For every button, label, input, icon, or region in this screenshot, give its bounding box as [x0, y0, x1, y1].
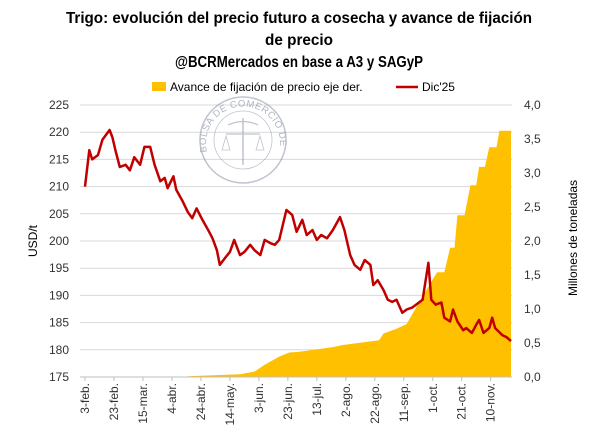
y-tick-label: 200	[49, 234, 69, 248]
y-tick-label: 190	[49, 288, 69, 302]
y-tick-label: 195	[49, 261, 69, 275]
legend-label-dic25: Dic'25	[422, 80, 455, 94]
y-tick-label: 215	[49, 152, 69, 166]
y2-tick-label: 2,5	[524, 200, 541, 214]
x-tick-label: 15-mar.	[136, 383, 150, 424]
legend-swatch-fixation	[152, 82, 166, 91]
y2-tick-label: 3,5	[524, 132, 541, 146]
x-tick-label: 2-ago.	[339, 383, 353, 417]
y2-tick-label: 2,0	[524, 234, 541, 248]
y2-tick-label: 1,5	[524, 268, 541, 282]
x-tick-label: 14-may.	[223, 383, 237, 425]
y-tick-label: 225	[49, 98, 69, 112]
y-tick-label: 205	[49, 207, 69, 221]
x-tick-label: 23-feb.	[107, 383, 121, 420]
left-axis-ticks: 225 220 215 210 205 200 195 190 185 180 175	[49, 98, 69, 384]
x-tick-label: 13-jul.	[310, 383, 324, 416]
legend-label-fixation: Avance de fijación de precio eje der.	[170, 80, 363, 94]
x-tick-label: 3-jun.	[252, 383, 266, 413]
x-tick-label: 4-abr.	[165, 383, 179, 414]
x-tick-label: 21-oct.	[455, 383, 469, 420]
y2-tick-label: 4,0	[524, 98, 541, 112]
right-axis-ticks: 4,0 3,5 3,0 2,5 2,0 1,5 1,0 0,5 0,0	[524, 98, 541, 384]
y2-tick-label: 0,0	[524, 370, 541, 384]
x-tick-label: 10-nov.	[484, 383, 498, 422]
x-axis-ticks: 3-feb. 23-feb. 15-mar. 4-abr. 24-abr. 14-may.…	[78, 377, 498, 425]
y2-tick-label: 1,0	[524, 302, 541, 316]
y-tick-label: 185	[49, 316, 69, 330]
x-tick-label: 3-feb.	[78, 383, 92, 414]
y-tick-label: 180	[49, 343, 69, 357]
y-tick-label: 210	[49, 180, 69, 194]
y2-axis-label: Millones de toneladas	[566, 180, 580, 296]
chart-title-line-1: Trigo: evolución del precio futuro a cos…	[66, 10, 532, 27]
y2-tick-label: 3,0	[524, 166, 541, 180]
x-tick-label: 1-oct.	[426, 383, 440, 413]
x-tick-label: 11-sep.	[397, 383, 411, 422]
x-tick-label: 23-jun.	[281, 383, 295, 420]
x-tick-label: 24-abr.	[194, 383, 208, 420]
y-axis-label: USD/t	[26, 224, 40, 257]
y-tick-label: 220	[49, 125, 69, 139]
x-tick-label: 22-ago.	[368, 383, 382, 424]
y-tick-label: 175	[49, 370, 69, 384]
legend: Avance de fijación de precio eje der. Di…	[152, 80, 455, 94]
chart-title-line-2: de precio	[265, 32, 333, 49]
chart-subtitle: @BCRMercados en base a A3 y SAGyP	[175, 54, 423, 71]
y2-tick-label: 0,5	[524, 336, 541, 350]
